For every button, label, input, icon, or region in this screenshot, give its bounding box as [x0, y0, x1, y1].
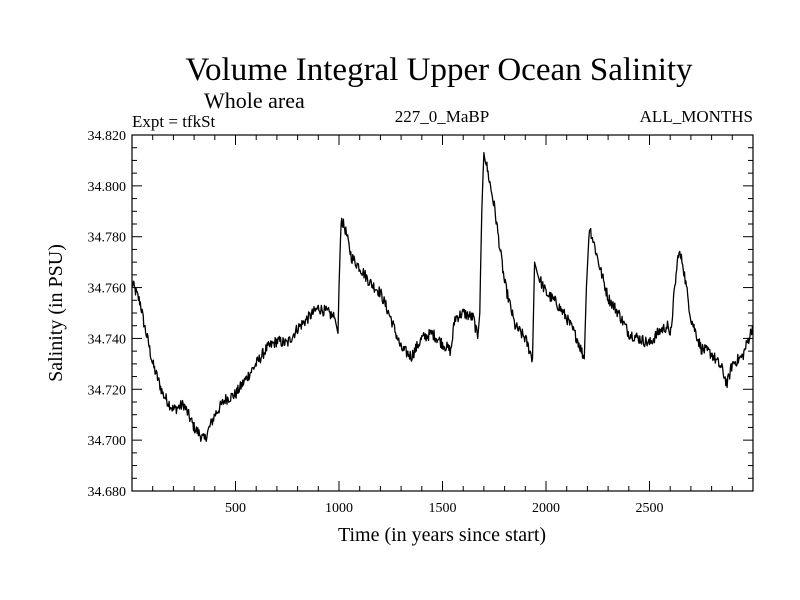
x-tick-label: 1500 [429, 501, 457, 516]
y-tick-label: 34.760 [88, 282, 127, 297]
chart-subtitle: Whole area [204, 88, 305, 113]
axis-ticks: 500 1000 1500 2000 2500 34.680 34.700 34.720 34.… [88, 129, 753, 516]
plot-area: 500 1000 1500 2000 2500 34.680 34.700 34.720 34.… [88, 129, 754, 516]
y-tick-label: 34.720 [88, 383, 127, 398]
months-label: ALL_MONTHS [640, 107, 753, 126]
chart-title: Volume Integral Upper Ocean Salinity [185, 52, 693, 88]
y-tick-label: 34.820 [88, 129, 127, 144]
experiment-label: Expt = tfkSt [132, 112, 216, 131]
x-tick-label: 500 [225, 501, 246, 516]
plot-frame [131, 134, 754, 492]
y-tick-label: 34.800 [88, 180, 127, 195]
y-axis-label: Salinity (in PSU) [45, 244, 67, 382]
salinity-line [131, 151, 754, 442]
x-axis-label: Time (in years since start) [338, 524, 546, 546]
y-tick-label: 34.700 [88, 434, 127, 449]
x-tick-label: 2500 [636, 501, 664, 516]
y-tick-label: 34.680 [88, 485, 127, 500]
y-tick-label: 34.780 [88, 231, 127, 246]
x-tick-label: 1000 [325, 501, 353, 516]
x-tick-label: 2000 [532, 501, 560, 516]
y-tick-label: 34.740 [88, 332, 127, 347]
period-label: 227_0_MaBP [395, 107, 489, 126]
